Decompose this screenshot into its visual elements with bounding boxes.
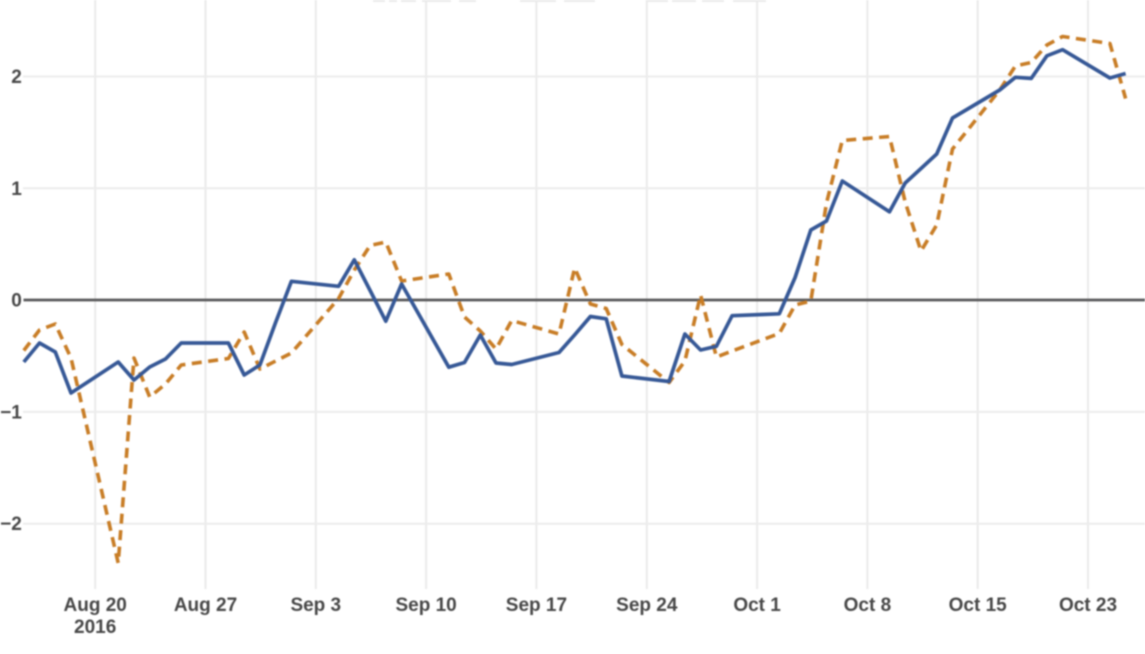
svg-text:Sep 17: Sep 17 <box>506 595 567 616</box>
svg-text:2: 2 <box>11 67 22 88</box>
svg-text:0: 0 <box>11 291 22 312</box>
svg-text:−2: −2 <box>0 514 22 535</box>
svg-text:Sep 10: Sep 10 <box>395 595 456 616</box>
svg-text:Oct 15: Oct 15 <box>949 595 1008 616</box>
svg-text:−1: −1 <box>0 402 22 423</box>
svg-text:Oct 8: Oct 8 <box>844 595 892 616</box>
svg-text:Oct 1: Oct 1 <box>733 595 781 616</box>
svg-text:Oct 23: Oct 23 <box>1059 595 1117 616</box>
svg-text:2016: 2016 <box>74 617 116 638</box>
svg-text:Sep 24: Sep 24 <box>616 595 678 616</box>
svg-text:Sep 3: Sep 3 <box>290 595 341 616</box>
svg-text:Aug 27: Aug 27 <box>174 595 237 616</box>
svg-text:1: 1 <box>11 179 22 200</box>
svg-text:Aug 20: Aug 20 <box>64 595 127 616</box>
